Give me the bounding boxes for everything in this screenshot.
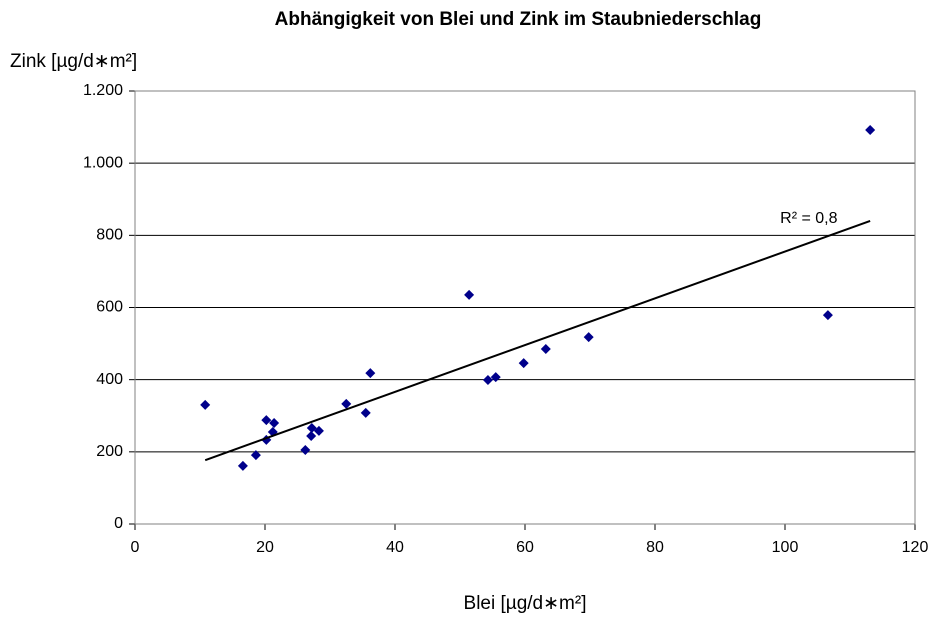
point bbox=[237, 460, 248, 471]
x-tick-label: 0 bbox=[131, 539, 140, 556]
y-tick-label: 800 bbox=[96, 227, 123, 244]
y-tick-label: 400 bbox=[96, 371, 123, 388]
point bbox=[518, 358, 529, 369]
x-tick-label: 40 bbox=[386, 539, 404, 556]
y-tick-label: 600 bbox=[96, 299, 123, 316]
x-axis-label: Blei [µg/d∗m²] bbox=[464, 593, 587, 614]
point bbox=[360, 407, 371, 418]
point bbox=[269, 417, 280, 428]
x-tick-label: 100 bbox=[772, 539, 799, 556]
point bbox=[583, 332, 594, 343]
point bbox=[365, 368, 376, 379]
point bbox=[250, 450, 261, 461]
plot-area bbox=[134, 90, 916, 525]
point bbox=[261, 415, 272, 426]
point bbox=[822, 310, 833, 321]
point bbox=[300, 445, 311, 456]
point bbox=[313, 425, 324, 436]
trendline-label: R² = 0,8 bbox=[780, 210, 837, 227]
y-tick-label: 1.000 bbox=[83, 154, 123, 171]
x-tick-label: 20 bbox=[256, 539, 274, 556]
point bbox=[482, 375, 493, 386]
point bbox=[200, 399, 211, 410]
trendline bbox=[204, 219, 871, 462]
chart-title: Abhängigkeit von Blei und Zink im Staubn… bbox=[275, 9, 762, 30]
y-axis-label: Zink [µg/d∗m²] bbox=[10, 51, 137, 72]
x-tick-label: 120 bbox=[902, 539, 929, 556]
point bbox=[540, 343, 551, 354]
y-tick-label: 200 bbox=[96, 443, 123, 460]
x-tick-label: 80 bbox=[646, 539, 664, 556]
point bbox=[341, 398, 352, 409]
point bbox=[865, 124, 876, 135]
point bbox=[464, 289, 475, 300]
point bbox=[306, 423, 317, 434]
point bbox=[306, 430, 317, 441]
point bbox=[490, 372, 501, 383]
y-tick-label: 0 bbox=[114, 515, 123, 532]
x-tick-label: 60 bbox=[516, 539, 534, 556]
y-tick-label: 1.200 bbox=[83, 82, 123, 99]
